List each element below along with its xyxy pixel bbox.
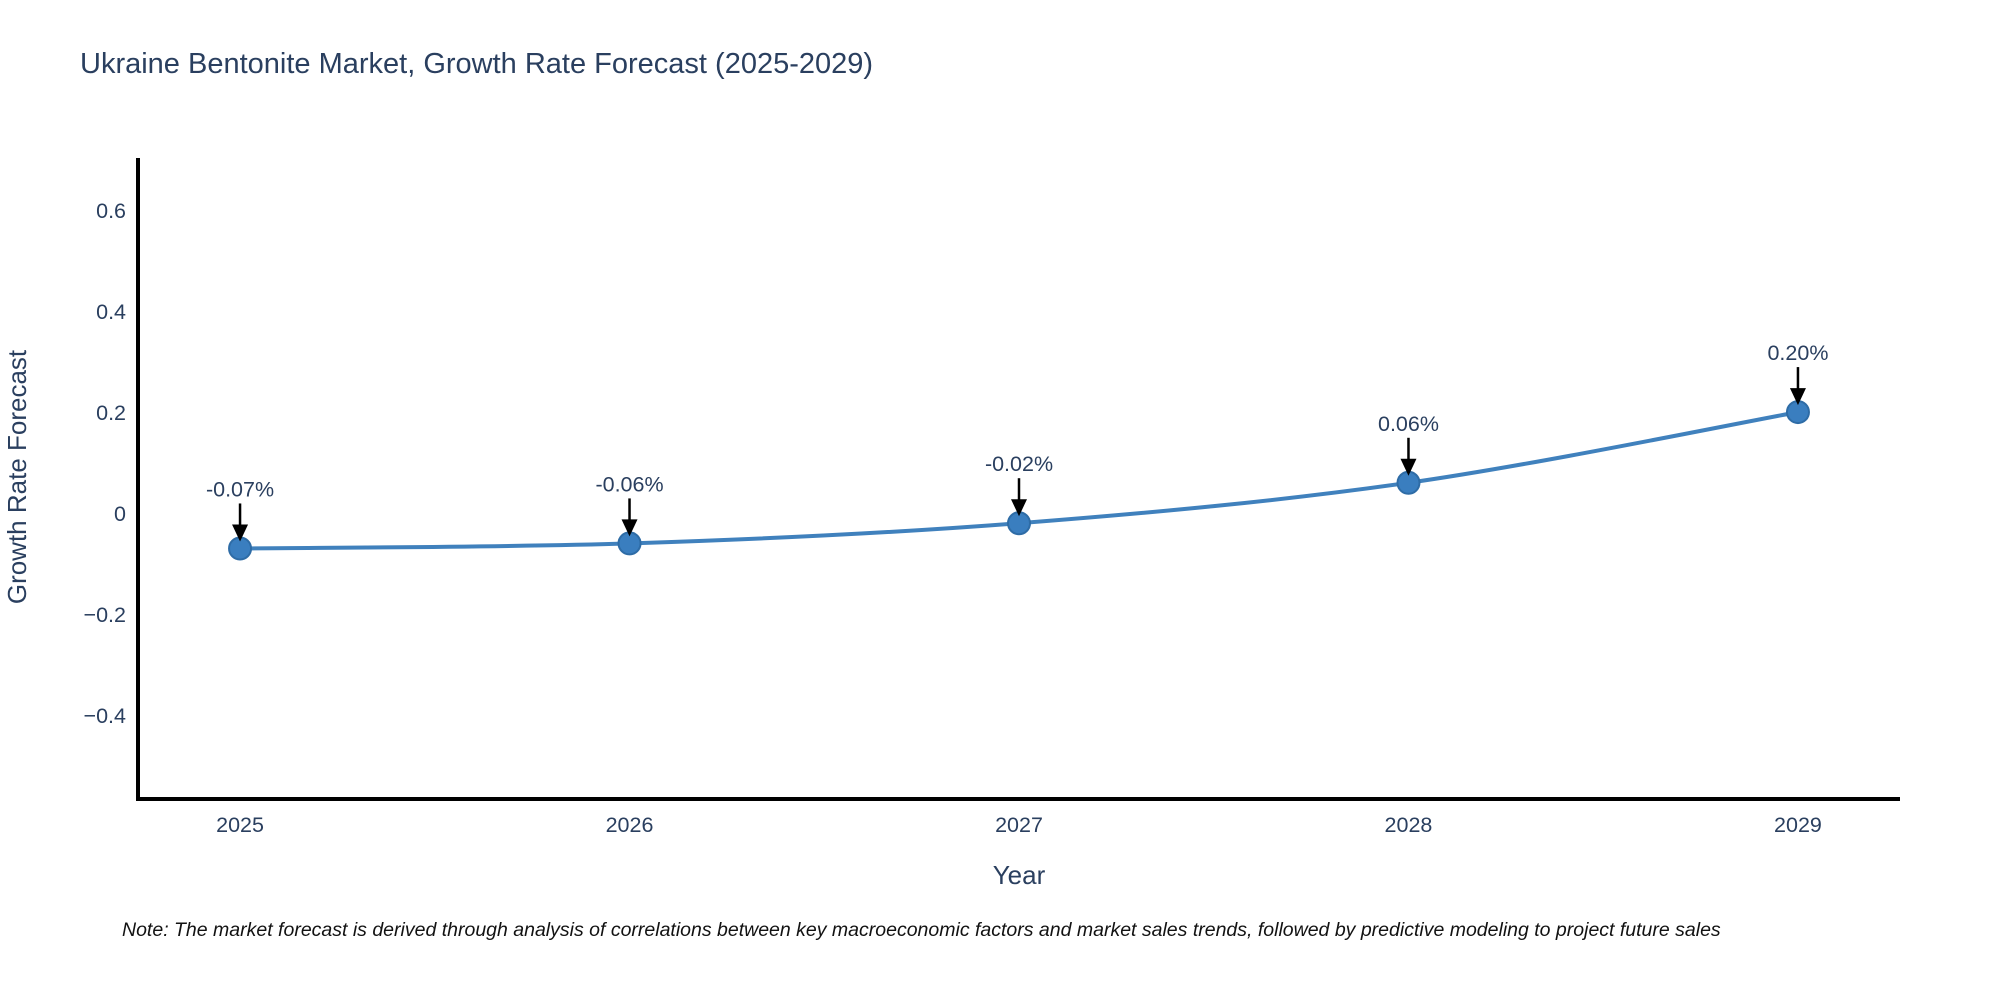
x-tick-label: 2025 — [216, 813, 264, 837]
y-tick-label: 0 — [114, 502, 126, 526]
y-tick-label: −0.4 — [84, 704, 126, 728]
y-tick-label: 0.6 — [96, 199, 126, 223]
y-tick-label: −0.2 — [84, 603, 126, 627]
x-axis-title: Year — [993, 860, 1046, 890]
chart-title: Ukraine Bentonite Market, Growth Rate Fo… — [80, 48, 874, 80]
y-tick-label: 0.4 — [96, 300, 126, 324]
annotation-label: 0.20% — [1767, 341, 1828, 365]
annotation-label: -0.06% — [595, 472, 663, 496]
y-axis-title: Growth Rate Forecast — [2, 349, 32, 604]
y-tick-label: 0.2 — [96, 401, 126, 425]
x-tick-label: 2029 — [1774, 813, 1822, 837]
annotation-arrowhead-icon — [1789, 388, 1806, 406]
annotation-arrowhead-icon — [1011, 499, 1027, 517]
annotation-arrowhead-icon — [232, 524, 249, 542]
annotation-label: 0.06% — [1378, 412, 1439, 436]
footnote: Note: The market forecast is derived thr… — [122, 919, 1721, 941]
annotation-arrowhead-icon — [1400, 458, 1417, 476]
x-tick-label: 2028 — [1385, 813, 1433, 837]
annotation-arrowhead-icon — [621, 519, 638, 537]
annotation-label: -0.02% — [985, 452, 1053, 476]
x-tick-label: 2026 — [606, 813, 654, 837]
annotation-label: -0.07% — [206, 477, 274, 501]
x-tick-label: 2027 — [995, 813, 1043, 837]
